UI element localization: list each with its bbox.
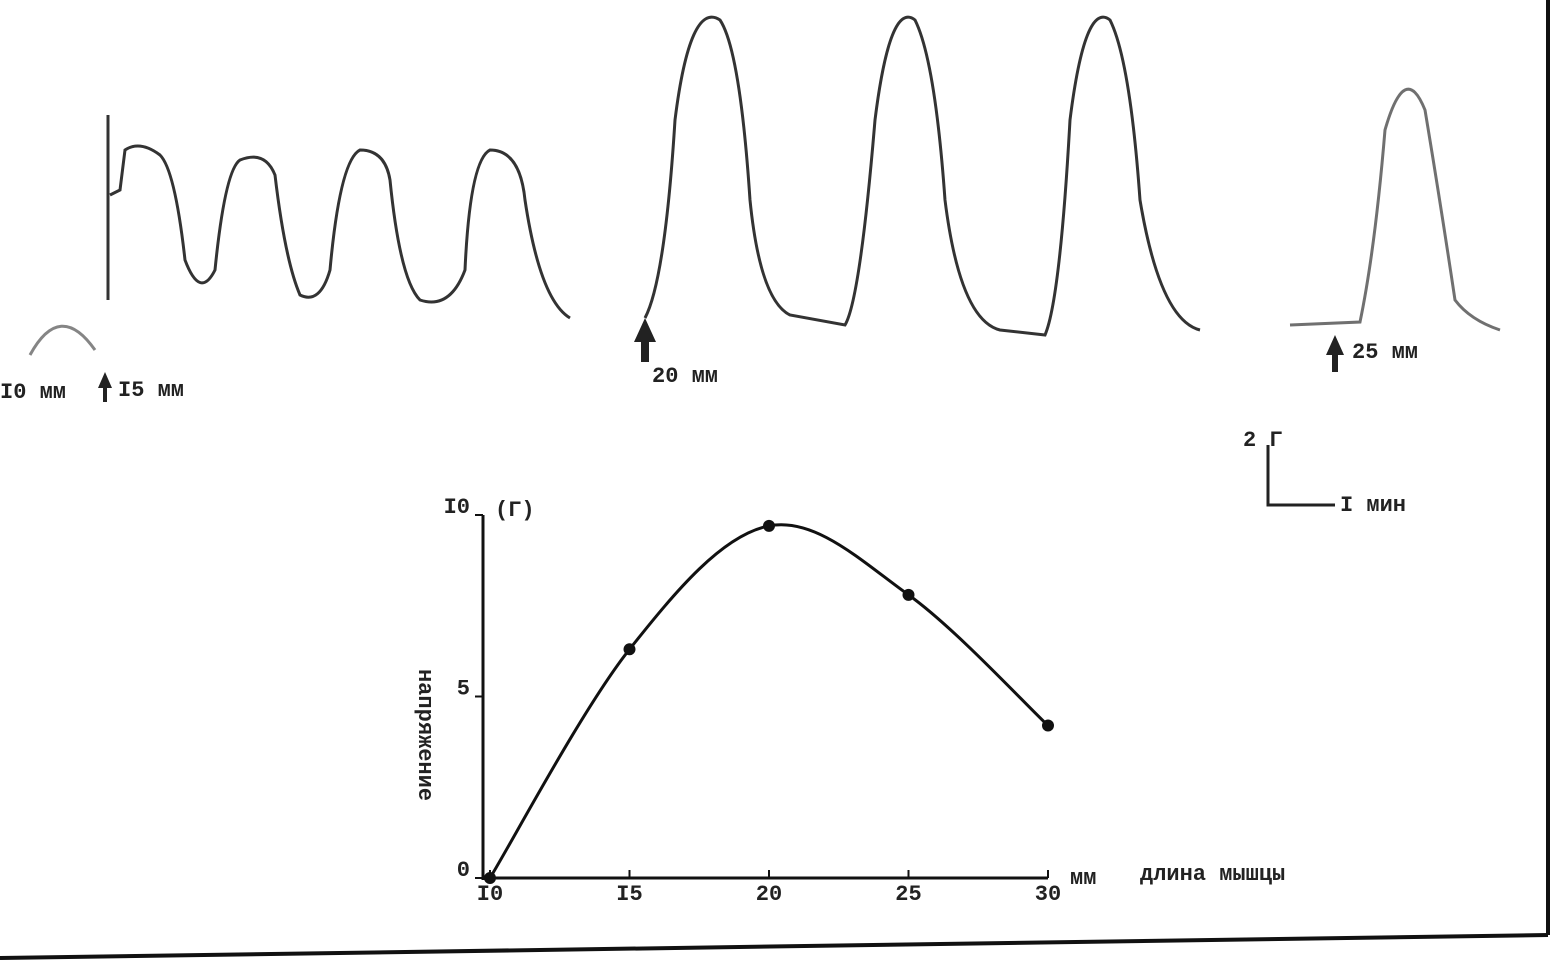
scale-force: 2 Г xyxy=(1243,428,1283,453)
point xyxy=(484,872,496,884)
x-tick-label: I0 xyxy=(477,882,503,907)
trace-label: I0 мм xyxy=(0,380,66,405)
x-tick-label: 30 xyxy=(1035,882,1061,907)
y-tick-label: 0 xyxy=(457,858,470,883)
recording-traces: I0 мм I5 мм 20 мм 25 мм 2 Г I мин xyxy=(0,15,1501,518)
frame-bottom xyxy=(0,933,1549,960)
point xyxy=(623,643,636,656)
point xyxy=(1042,719,1054,732)
x-tick-label: 25 xyxy=(895,882,921,907)
point xyxy=(902,588,915,601)
x-tick-label: 20 xyxy=(756,882,782,907)
scale-time: I мин xyxy=(1340,493,1406,518)
x-axis-label: длина мышцы xyxy=(1140,862,1285,887)
y-unit: (Г) xyxy=(495,498,535,523)
y-tick-label: 5 xyxy=(457,676,470,701)
trace xyxy=(1289,87,1501,332)
trace-label: 25 мм xyxy=(1352,340,1418,365)
y-axis-label: напряжение xyxy=(412,669,437,801)
arrow xyxy=(1326,335,1344,372)
trace-label: I5 мм xyxy=(118,378,184,403)
arrow xyxy=(98,372,112,402)
point xyxy=(763,519,775,532)
trace-label: 20 мм xyxy=(652,364,718,389)
x-unit: мм xyxy=(1070,866,1096,891)
trace xyxy=(28,324,97,356)
x-tick-label: I5 xyxy=(616,882,642,907)
scale-bar xyxy=(1266,445,1335,507)
trace xyxy=(643,15,1201,337)
trace xyxy=(109,144,571,320)
y-tick-label: I0 xyxy=(444,495,470,520)
arrow xyxy=(634,318,656,362)
